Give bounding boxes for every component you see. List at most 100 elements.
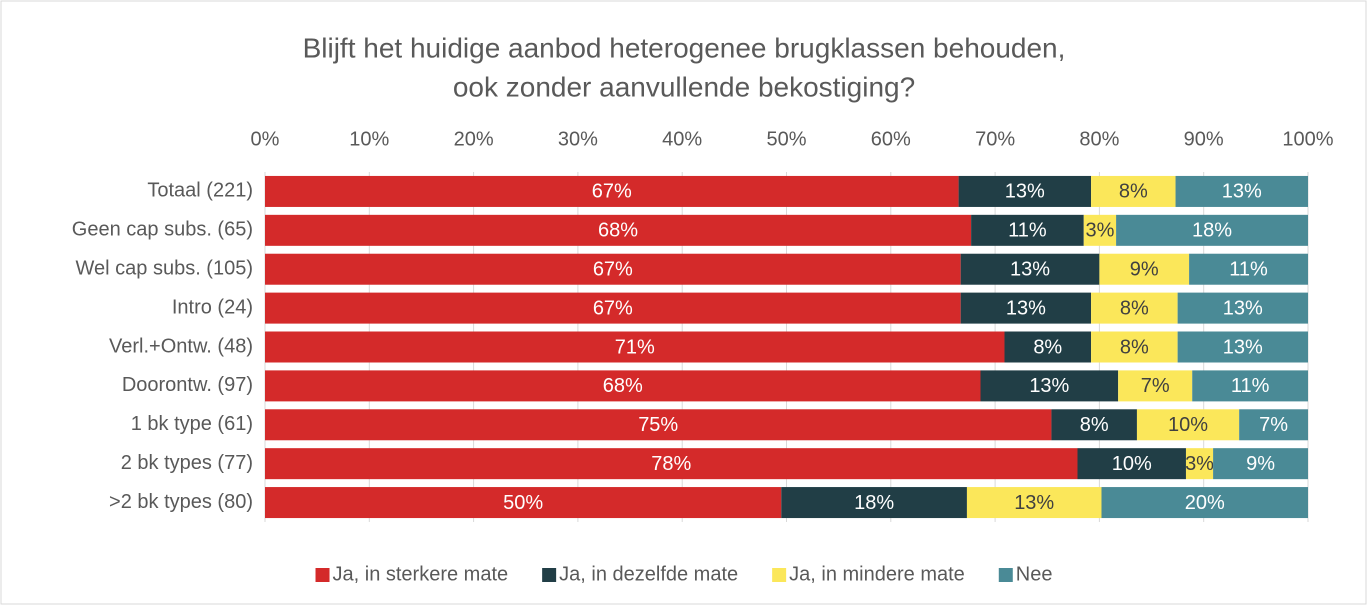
x-tick-label: 0% (251, 128, 280, 150)
bar-segment (1101, 487, 1308, 519)
x-tick-label: 90% (1184, 128, 1224, 150)
x-tick-label: 60% (871, 128, 911, 150)
data-label: 9% (1130, 259, 1159, 281)
data-label: 13% (1006, 297, 1046, 319)
x-tick-label: 30% (558, 128, 598, 150)
y-tick-label: Intro (24) (172, 296, 253, 318)
bar-segment (1189, 253, 1308, 285)
data-label: 8% (1119, 181, 1148, 203)
data-label: 10% (1168, 414, 1208, 436)
bar-segment (971, 214, 1084, 246)
x-tick-label: 40% (662, 128, 702, 150)
bar-segment (960, 292, 1092, 324)
data-label: 67% (593, 259, 633, 281)
data-label: 13% (1222, 181, 1262, 203)
data-label: 18% (1192, 220, 1232, 242)
bar-segment (980, 370, 1119, 402)
bar-segment (1136, 409, 1240, 441)
y-tick-label: Totaal (221) (147, 180, 253, 202)
data-label: 13% (1005, 181, 1045, 203)
x-tick-label: 70% (975, 128, 1015, 150)
bar-segment (265, 292, 961, 324)
legend-label: Ja, in mindere mate (789, 563, 965, 585)
data-label: 67% (592, 181, 632, 203)
bar-segment (265, 487, 782, 519)
data-label: 71% (615, 336, 655, 358)
data-label: 13% (1010, 259, 1050, 281)
data-label: 18% (854, 492, 894, 514)
bar-segment (1213, 448, 1308, 480)
bar-segment (1004, 331, 1092, 363)
x-tick-label: 10% (349, 128, 389, 150)
bar-segment (958, 175, 1092, 207)
y-tick-label: >2 bk types (80) (109, 491, 253, 513)
data-label: 13% (1029, 375, 1069, 397)
legend-swatch (542, 568, 557, 582)
data-label: 67% (593, 297, 633, 319)
y-tick-label: Verl.+Ontw. (48) (109, 335, 253, 357)
legend-swatch (998, 568, 1013, 582)
bar-segment (1091, 331, 1178, 363)
y-tick-label: 2 bk types (77) (121, 452, 253, 474)
y-tick-label: 1 bk type (61) (131, 413, 253, 435)
legend-label: Nee (1016, 563, 1053, 585)
data-label: 9% (1246, 453, 1275, 475)
bar-segment (265, 214, 972, 246)
legend-label: Ja, in sterkere mate (333, 563, 509, 585)
bar-segment (265, 175, 959, 207)
data-label: 3% (1185, 453, 1214, 475)
bar-segment (1118, 370, 1193, 402)
bar-segment (1091, 292, 1178, 324)
bar-segment (966, 487, 1102, 519)
data-label: 50% (503, 492, 543, 514)
bar-segment (1051, 409, 1137, 441)
data-label: 8% (1080, 414, 1109, 436)
bar-segment (781, 487, 967, 519)
data-label: 3% (1085, 220, 1114, 242)
bar-segment (1083, 214, 1117, 246)
bar-segment (1099, 253, 1190, 285)
data-label: 10% (1112, 453, 1152, 475)
bar-segment (1175, 175, 1308, 207)
data-label: 13% (1223, 336, 1263, 358)
bar-segment (265, 253, 961, 285)
bar-segment (1185, 448, 1214, 480)
bar-segment (1077, 448, 1186, 480)
data-label: 68% (603, 375, 643, 397)
data-label: 78% (651, 453, 691, 475)
bar-segment (1177, 292, 1308, 324)
data-label: 20% (1185, 492, 1225, 514)
bar-segment (1239, 409, 1308, 441)
y-tick-label: Doorontw. (97) (122, 374, 253, 396)
y-tick-label: Geen cap subs. (65) (72, 219, 253, 241)
bar-segment (1116, 214, 1308, 246)
data-label: 8% (1120, 336, 1149, 358)
x-tick-label: 20% (454, 128, 494, 150)
x-tick-label: 50% (766, 128, 806, 150)
bar-segment (1177, 331, 1308, 363)
legend-swatch (772, 568, 787, 582)
data-label: 11% (1229, 259, 1268, 281)
bar-segment (265, 448, 1078, 480)
bar-segment (265, 370, 981, 402)
bar-segment (265, 409, 1052, 441)
data-label: 11% (1008, 220, 1047, 242)
y-tick-label: Wel cap subs. (105) (76, 258, 254, 280)
data-label: 75% (638, 414, 678, 436)
chart-title: Blijft het huidige aanbod heterogenee br… (303, 32, 1066, 63)
x-tick-label: 80% (1079, 128, 1119, 150)
data-label: 8% (1120, 297, 1149, 319)
data-label: 7% (1141, 375, 1170, 397)
data-label: 13% (1014, 492, 1054, 514)
data-label: 13% (1223, 297, 1263, 319)
data-label: 68% (598, 220, 638, 242)
data-label: 7% (1259, 414, 1288, 436)
data-label: 11% (1231, 375, 1270, 397)
legend-swatch (315, 568, 330, 582)
bar-segment (265, 331, 1005, 363)
legend-label: Ja, in dezelfde mate (559, 563, 738, 585)
x-tick-label: 100% (1282, 128, 1333, 150)
bar-segment (1091, 175, 1176, 207)
bar-segment (960, 253, 1100, 285)
